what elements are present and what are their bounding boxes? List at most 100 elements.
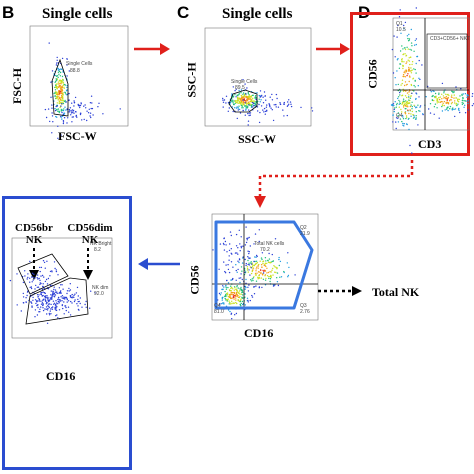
event-dot xyxy=(49,275,51,277)
event-dot xyxy=(238,261,240,264)
event-dot xyxy=(55,309,58,312)
bright-gate-value: 8.2 xyxy=(94,247,101,253)
event-dot xyxy=(50,96,52,99)
event-dot xyxy=(406,74,408,77)
event-dot xyxy=(233,302,235,304)
event-dot xyxy=(56,105,58,107)
event-dot xyxy=(398,99,400,102)
event-dot xyxy=(85,300,87,303)
event-dot xyxy=(250,267,252,269)
event-dot xyxy=(245,102,248,105)
event-dot xyxy=(263,111,265,113)
event-dot xyxy=(228,300,230,302)
event-dot xyxy=(272,274,274,276)
event-dot xyxy=(39,266,41,269)
event-dot xyxy=(396,59,399,61)
event-dot xyxy=(64,99,66,102)
event-dot xyxy=(234,100,236,102)
event-dot xyxy=(438,92,440,94)
event-dot xyxy=(441,98,443,100)
event-dot xyxy=(266,275,269,277)
panel-b-gate-value: 88.8 xyxy=(70,68,80,74)
event-dot xyxy=(52,121,54,123)
event-dot xyxy=(239,250,241,252)
event-dot xyxy=(55,83,57,85)
event-dot xyxy=(273,104,275,106)
event-dot xyxy=(54,294,57,296)
event-dot xyxy=(40,300,42,302)
event-dot xyxy=(57,91,60,93)
event-dot xyxy=(282,109,284,111)
event-dot xyxy=(58,302,60,304)
event-dot xyxy=(61,95,64,98)
event-dot xyxy=(222,285,224,287)
event-dot xyxy=(34,277,36,279)
event-dot xyxy=(59,98,62,101)
event-dot xyxy=(401,111,403,113)
event-dot xyxy=(410,49,413,51)
event-dot xyxy=(55,64,58,66)
event-dot xyxy=(39,308,41,310)
event-dot xyxy=(445,93,447,96)
event-dot xyxy=(58,309,61,311)
event-dot xyxy=(274,284,276,286)
event-dot xyxy=(64,92,66,94)
event-dot xyxy=(451,101,453,104)
event-dot xyxy=(237,268,239,271)
event-dot xyxy=(254,260,256,263)
event-dot xyxy=(270,274,272,277)
event-dot xyxy=(406,96,408,99)
event-dot xyxy=(397,97,399,100)
event-dot xyxy=(79,302,81,305)
event-dot xyxy=(46,295,48,297)
event-dot xyxy=(265,260,267,262)
event-dot xyxy=(290,105,293,108)
event-dot xyxy=(253,286,255,288)
event-dot xyxy=(463,100,465,102)
event-dot xyxy=(260,272,262,275)
event-dot xyxy=(65,306,67,309)
event-dot xyxy=(68,92,70,95)
event-dot xyxy=(56,62,58,64)
event-dot xyxy=(250,262,252,264)
event-dot xyxy=(415,7,417,9)
event-dot xyxy=(54,308,56,310)
event-dot xyxy=(394,107,396,109)
event-dot xyxy=(266,272,268,274)
event-dot xyxy=(260,95,262,98)
event-dot xyxy=(246,267,249,270)
event-dot xyxy=(224,240,227,243)
event-dot xyxy=(239,293,241,295)
event-dot xyxy=(53,292,56,295)
event-dot xyxy=(266,104,268,106)
event-dot xyxy=(58,300,60,303)
cd56br-label: CD56br NK xyxy=(10,222,58,246)
event-dot xyxy=(283,101,285,104)
event-dot xyxy=(102,113,104,115)
event-dot xyxy=(58,82,60,85)
event-dot xyxy=(49,297,51,299)
event-dot xyxy=(232,86,234,88)
event-dot xyxy=(225,286,227,289)
event-dot xyxy=(231,318,233,320)
panel-b-y-axis-label: FSC-H xyxy=(10,68,24,104)
event-dot xyxy=(230,248,232,250)
event-dot xyxy=(254,233,257,235)
event-dot xyxy=(246,105,248,108)
event-dot xyxy=(248,264,251,266)
event-dot xyxy=(227,286,229,289)
event-dot xyxy=(254,256,256,258)
event-dot xyxy=(58,287,61,289)
event-dot xyxy=(254,95,257,97)
event-dot xyxy=(237,291,239,293)
event-dot xyxy=(240,277,242,279)
event-dot xyxy=(237,96,239,98)
event-dot xyxy=(57,317,59,319)
event-dot xyxy=(47,277,50,280)
event-dot xyxy=(68,111,70,113)
event-dot xyxy=(267,261,270,263)
event-dot xyxy=(58,93,60,96)
event-dot xyxy=(461,93,463,96)
event-dot xyxy=(62,82,65,84)
event-dot xyxy=(60,81,62,84)
